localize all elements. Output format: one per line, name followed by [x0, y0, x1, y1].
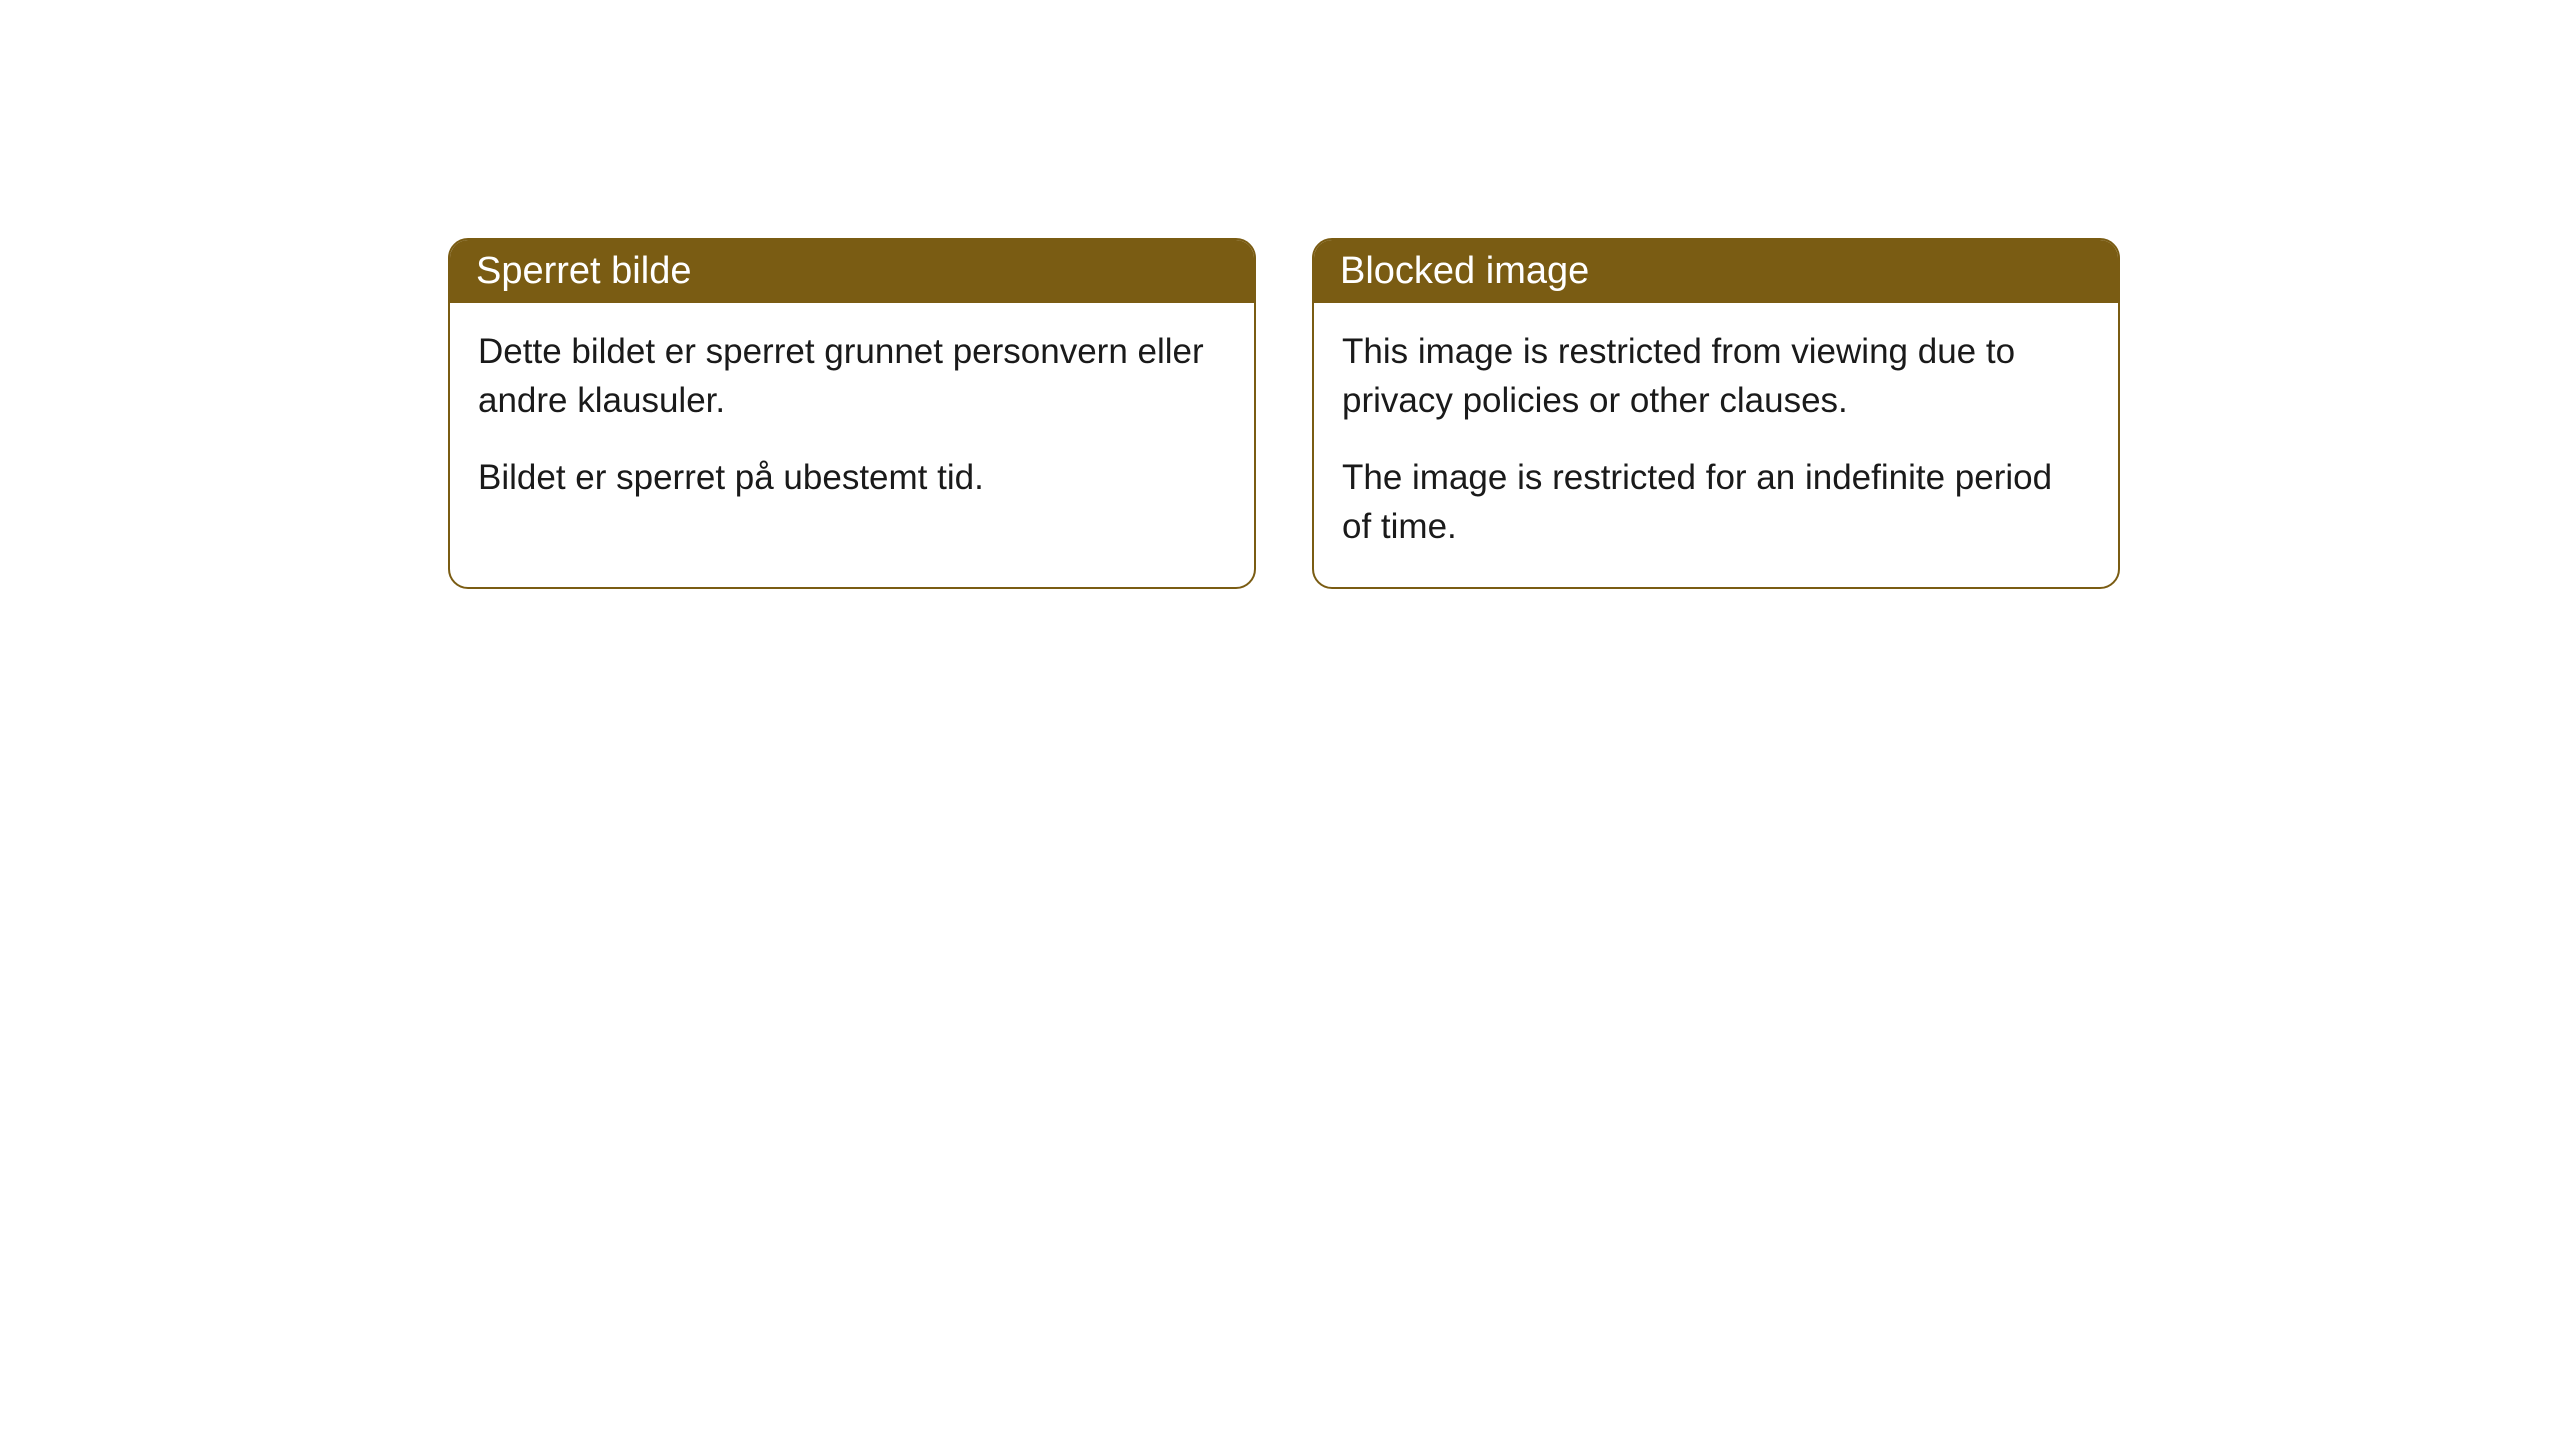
card-english: Blocked image This image is restricted f…	[1312, 238, 2120, 589]
card-paragraph: The image is restricted for an indefinit…	[1342, 453, 2090, 551]
card-body-english: This image is restricted from viewing du…	[1314, 303, 2118, 587]
cards-container: Sperret bilde Dette bildet er sperret gr…	[448, 238, 2120, 589]
card-header-norwegian: Sperret bilde	[450, 240, 1254, 303]
card-norwegian: Sperret bilde Dette bildet er sperret gr…	[448, 238, 1256, 589]
card-title: Blocked image	[1340, 250, 1589, 292]
card-paragraph: Bildet er sperret på ubestemt tid.	[478, 453, 1226, 502]
card-paragraph: This image is restricted from viewing du…	[1342, 327, 2090, 425]
card-body-norwegian: Dette bildet er sperret grunnet personve…	[450, 303, 1254, 538]
card-title: Sperret bilde	[476, 250, 691, 292]
card-header-english: Blocked image	[1314, 240, 2118, 303]
card-paragraph: Dette bildet er sperret grunnet personve…	[478, 327, 1226, 425]
